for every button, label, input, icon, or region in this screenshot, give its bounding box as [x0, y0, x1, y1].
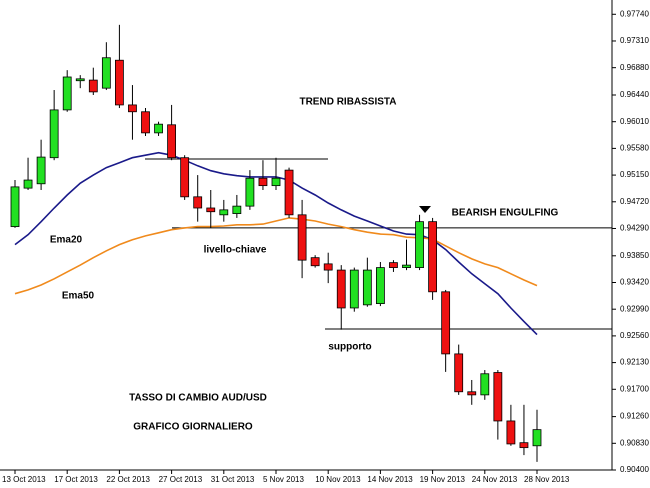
candle-body	[10, 186, 20, 228]
y-tick-label: 0.91260	[620, 412, 649, 421]
y-tick-label: 0.91700	[620, 384, 649, 393]
y-tick-label: 0.96440	[620, 90, 649, 99]
candle-body	[284, 169, 294, 216]
candle-body	[219, 209, 229, 216]
x-tick-label: 28 Nov 2013	[524, 475, 570, 484]
x-tick-label: 24 Nov 2013	[472, 475, 518, 484]
candle-body	[101, 57, 111, 89]
candle-body	[532, 429, 542, 447]
candle-body	[467, 391, 477, 396]
candle-body	[323, 263, 333, 271]
candle-body	[232, 205, 242, 214]
y-tick-label: 0.94290	[620, 224, 649, 233]
y-tick-label: 0.93420	[620, 278, 649, 287]
candle-body	[75, 78, 85, 82]
y-tick-label: 0.94720	[620, 197, 649, 206]
y-tick-label: 0.97310	[620, 36, 649, 45]
candle-body	[480, 373, 490, 396]
candle-body	[36, 156, 46, 185]
candle-body	[454, 353, 464, 393]
candle-body	[441, 291, 451, 355]
x-tick-label: 14 Nov 2013	[367, 475, 413, 484]
candle-body	[336, 269, 346, 309]
signal-arrow	[419, 206, 431, 213]
candle-body	[258, 177, 268, 187]
y-tick-label: 0.97740	[620, 9, 649, 18]
y-tick-label: 0.95150	[620, 170, 649, 179]
y-tick-label: 0.93850	[620, 251, 649, 260]
candle-body	[206, 207, 216, 213]
y-tick-label: 0.92130	[620, 358, 649, 367]
candle-body	[271, 177, 281, 187]
candle-body	[141, 111, 150, 134]
y-tick-label: 0.95580	[620, 143, 649, 152]
ema-line	[14, 217, 538, 295]
annotation: GRAFICO GIORNALIERO	[133, 422, 253, 433]
line-label: Ema20	[50, 235, 83, 246]
line-label: Ema50	[62, 291, 95, 302]
candle-body	[115, 59, 124, 106]
x-tick-label: 31 Oct 2013	[211, 475, 255, 484]
candle-body	[310, 257, 320, 267]
x-tick-label: 27 Oct 2013	[159, 475, 203, 484]
candle-body	[362, 269, 372, 306]
annotation: BEARISH ENGULFING	[452, 208, 559, 219]
x-tick-label: 13 Oct 2013	[2, 475, 46, 484]
x-tick-label: 17 Oct 2013	[54, 475, 98, 484]
candle-body	[167, 124, 177, 159]
candle-body	[402, 264, 411, 268]
candle-body	[193, 196, 203, 209]
annotation: supporto	[328, 342, 371, 353]
candle-body	[349, 269, 359, 309]
candle-body	[389, 262, 398, 268]
candle-body	[180, 157, 190, 198]
y-tick-label: 0.90830	[620, 438, 649, 447]
candle-body	[375, 267, 385, 305]
candle-body	[49, 109, 59, 159]
candle-body	[506, 420, 516, 445]
y-tick-label: 0.92560	[620, 331, 649, 340]
annotation: livello-chiave	[204, 245, 267, 256]
x-tick-label: 5 Nov 2013	[263, 475, 304, 484]
candle-body	[428, 221, 438, 293]
x-tick-label: 19 Nov 2013	[420, 475, 466, 484]
y-tick-label: 0.96880	[620, 63, 649, 72]
x-tick-label: 22 Oct 2013	[106, 475, 150, 484]
candle-body	[128, 104, 137, 113]
annotation: TREND RIBASSISTA	[299, 97, 396, 108]
x-tick-label: 10 Nov 2013	[315, 475, 361, 484]
candle-body	[493, 372, 503, 422]
y-tick-label: 0.96010	[620, 117, 649, 126]
candle-body	[23, 179, 33, 189]
candle-body	[88, 79, 98, 93]
y-tick-label: 0.92990	[620, 304, 649, 313]
y-tick-label: 0.90400	[620, 465, 649, 474]
candle-body	[519, 442, 529, 449]
candle-body	[297, 214, 307, 261]
annotation: TASSO DI CAMBIO AUD/USD	[129, 393, 267, 404]
candle-body	[245, 177, 255, 207]
candle-body	[415, 221, 424, 268]
candle-body	[154, 123, 163, 134]
candle-body	[62, 76, 72, 111]
